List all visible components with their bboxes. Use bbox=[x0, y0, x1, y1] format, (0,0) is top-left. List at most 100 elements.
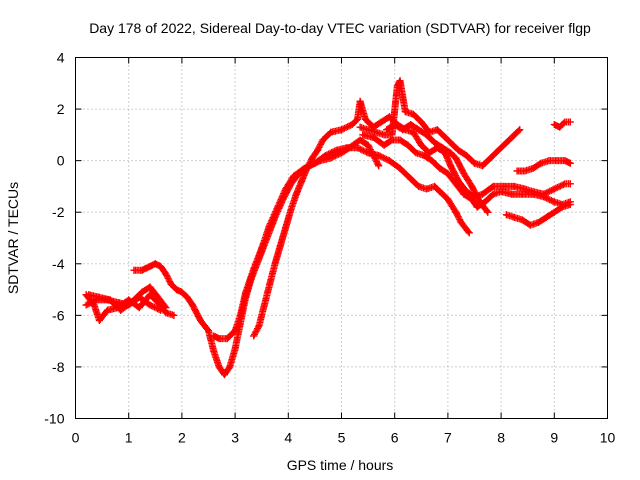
data-point bbox=[319, 136, 327, 144]
data-point bbox=[364, 149, 372, 157]
data-point bbox=[162, 304, 170, 312]
data-point bbox=[364, 126, 372, 134]
data-point bbox=[510, 182, 518, 190]
data-point bbox=[377, 118, 385, 126]
data-point bbox=[566, 200, 574, 208]
data-point bbox=[452, 208, 460, 216]
data-point bbox=[231, 345, 239, 353]
data-point bbox=[529, 190, 537, 198]
data-point bbox=[375, 151, 383, 159]
data-point bbox=[375, 162, 383, 170]
data-point bbox=[138, 266, 146, 274]
data-point bbox=[550, 198, 558, 206]
y-tick-label: 0 bbox=[57, 153, 65, 169]
data-point bbox=[380, 141, 388, 149]
data-point bbox=[103, 306, 111, 314]
data-point bbox=[359, 131, 367, 139]
data-point bbox=[178, 288, 186, 296]
data-point bbox=[460, 190, 468, 198]
data-point bbox=[327, 154, 335, 162]
data-point bbox=[276, 242, 284, 250]
data-point bbox=[526, 221, 534, 229]
data-point bbox=[476, 198, 484, 206]
tick-labels: 0 1 2 3 4 5 6 7 8 9 10 -10 -8 -6 -4 -2 0 2 4 bbox=[44, 50, 615, 446]
data-point bbox=[210, 347, 218, 355]
data-point bbox=[303, 164, 311, 172]
x-tick-label: 8 bbox=[497, 430, 505, 446]
data-point bbox=[231, 327, 239, 335]
data-point bbox=[425, 149, 433, 157]
data-point bbox=[95, 293, 103, 301]
data-point bbox=[420, 151, 428, 159]
data-point bbox=[250, 265, 258, 273]
y-tick-label: -8 bbox=[52, 359, 65, 375]
data-point bbox=[282, 224, 290, 232]
data-point bbox=[407, 175, 415, 183]
data-point bbox=[558, 203, 566, 211]
data-point bbox=[415, 182, 423, 190]
data-point bbox=[364, 141, 372, 149]
data-point bbox=[146, 291, 154, 299]
x-axis-label: GPS time / hours bbox=[287, 457, 394, 473]
data-point bbox=[314, 146, 322, 154]
data-point bbox=[385, 157, 393, 165]
data-point bbox=[431, 182, 439, 190]
data-point bbox=[399, 126, 407, 134]
data-point bbox=[553, 157, 561, 165]
data-point bbox=[388, 131, 396, 139]
data-point bbox=[401, 108, 409, 116]
data-point bbox=[393, 82, 401, 90]
data-point bbox=[106, 296, 114, 304]
data-point bbox=[494, 146, 502, 154]
data-point bbox=[242, 288, 250, 296]
data-point bbox=[189, 301, 197, 309]
data-point bbox=[556, 123, 564, 131]
data-point bbox=[396, 77, 404, 85]
data-point bbox=[566, 118, 574, 126]
data-point bbox=[138, 288, 146, 296]
data-point bbox=[463, 151, 471, 159]
y-tick-label: -2 bbox=[52, 204, 65, 220]
data-point bbox=[510, 131, 518, 139]
data-point bbox=[308, 154, 316, 162]
plot-frame bbox=[75, 57, 608, 419]
data-point bbox=[529, 164, 537, 172]
data-point bbox=[183, 293, 191, 301]
data-point bbox=[417, 141, 425, 149]
data-point bbox=[95, 317, 103, 325]
data-point bbox=[250, 332, 258, 340]
series-pass-7 bbox=[359, 131, 574, 211]
data-point bbox=[236, 311, 244, 319]
data-point bbox=[157, 262, 165, 270]
data-point bbox=[383, 126, 391, 134]
data-point bbox=[197, 317, 205, 325]
data-point bbox=[516, 126, 524, 134]
data-point bbox=[311, 159, 319, 167]
data-point bbox=[348, 121, 356, 129]
data-point bbox=[452, 180, 460, 188]
data-point bbox=[439, 144, 447, 152]
data-point bbox=[500, 182, 508, 190]
data-point bbox=[508, 190, 516, 198]
data-point bbox=[452, 154, 460, 162]
data-point bbox=[205, 327, 212, 335]
data-point bbox=[502, 211, 510, 219]
data-point bbox=[404, 141, 412, 149]
data-point bbox=[415, 126, 423, 134]
data-point bbox=[433, 126, 441, 134]
data-point bbox=[449, 141, 457, 149]
data-point bbox=[173, 286, 181, 294]
data-point bbox=[266, 221, 274, 229]
data-point bbox=[127, 298, 135, 306]
data-point bbox=[468, 195, 476, 203]
data-point bbox=[290, 172, 298, 180]
data-point bbox=[292, 190, 300, 198]
data-point bbox=[447, 162, 455, 170]
data-point bbox=[258, 244, 266, 252]
data-point bbox=[537, 159, 545, 167]
data-point bbox=[428, 157, 436, 165]
data-point bbox=[327, 128, 335, 136]
data-point bbox=[343, 144, 351, 152]
data-point bbox=[266, 280, 274, 288]
